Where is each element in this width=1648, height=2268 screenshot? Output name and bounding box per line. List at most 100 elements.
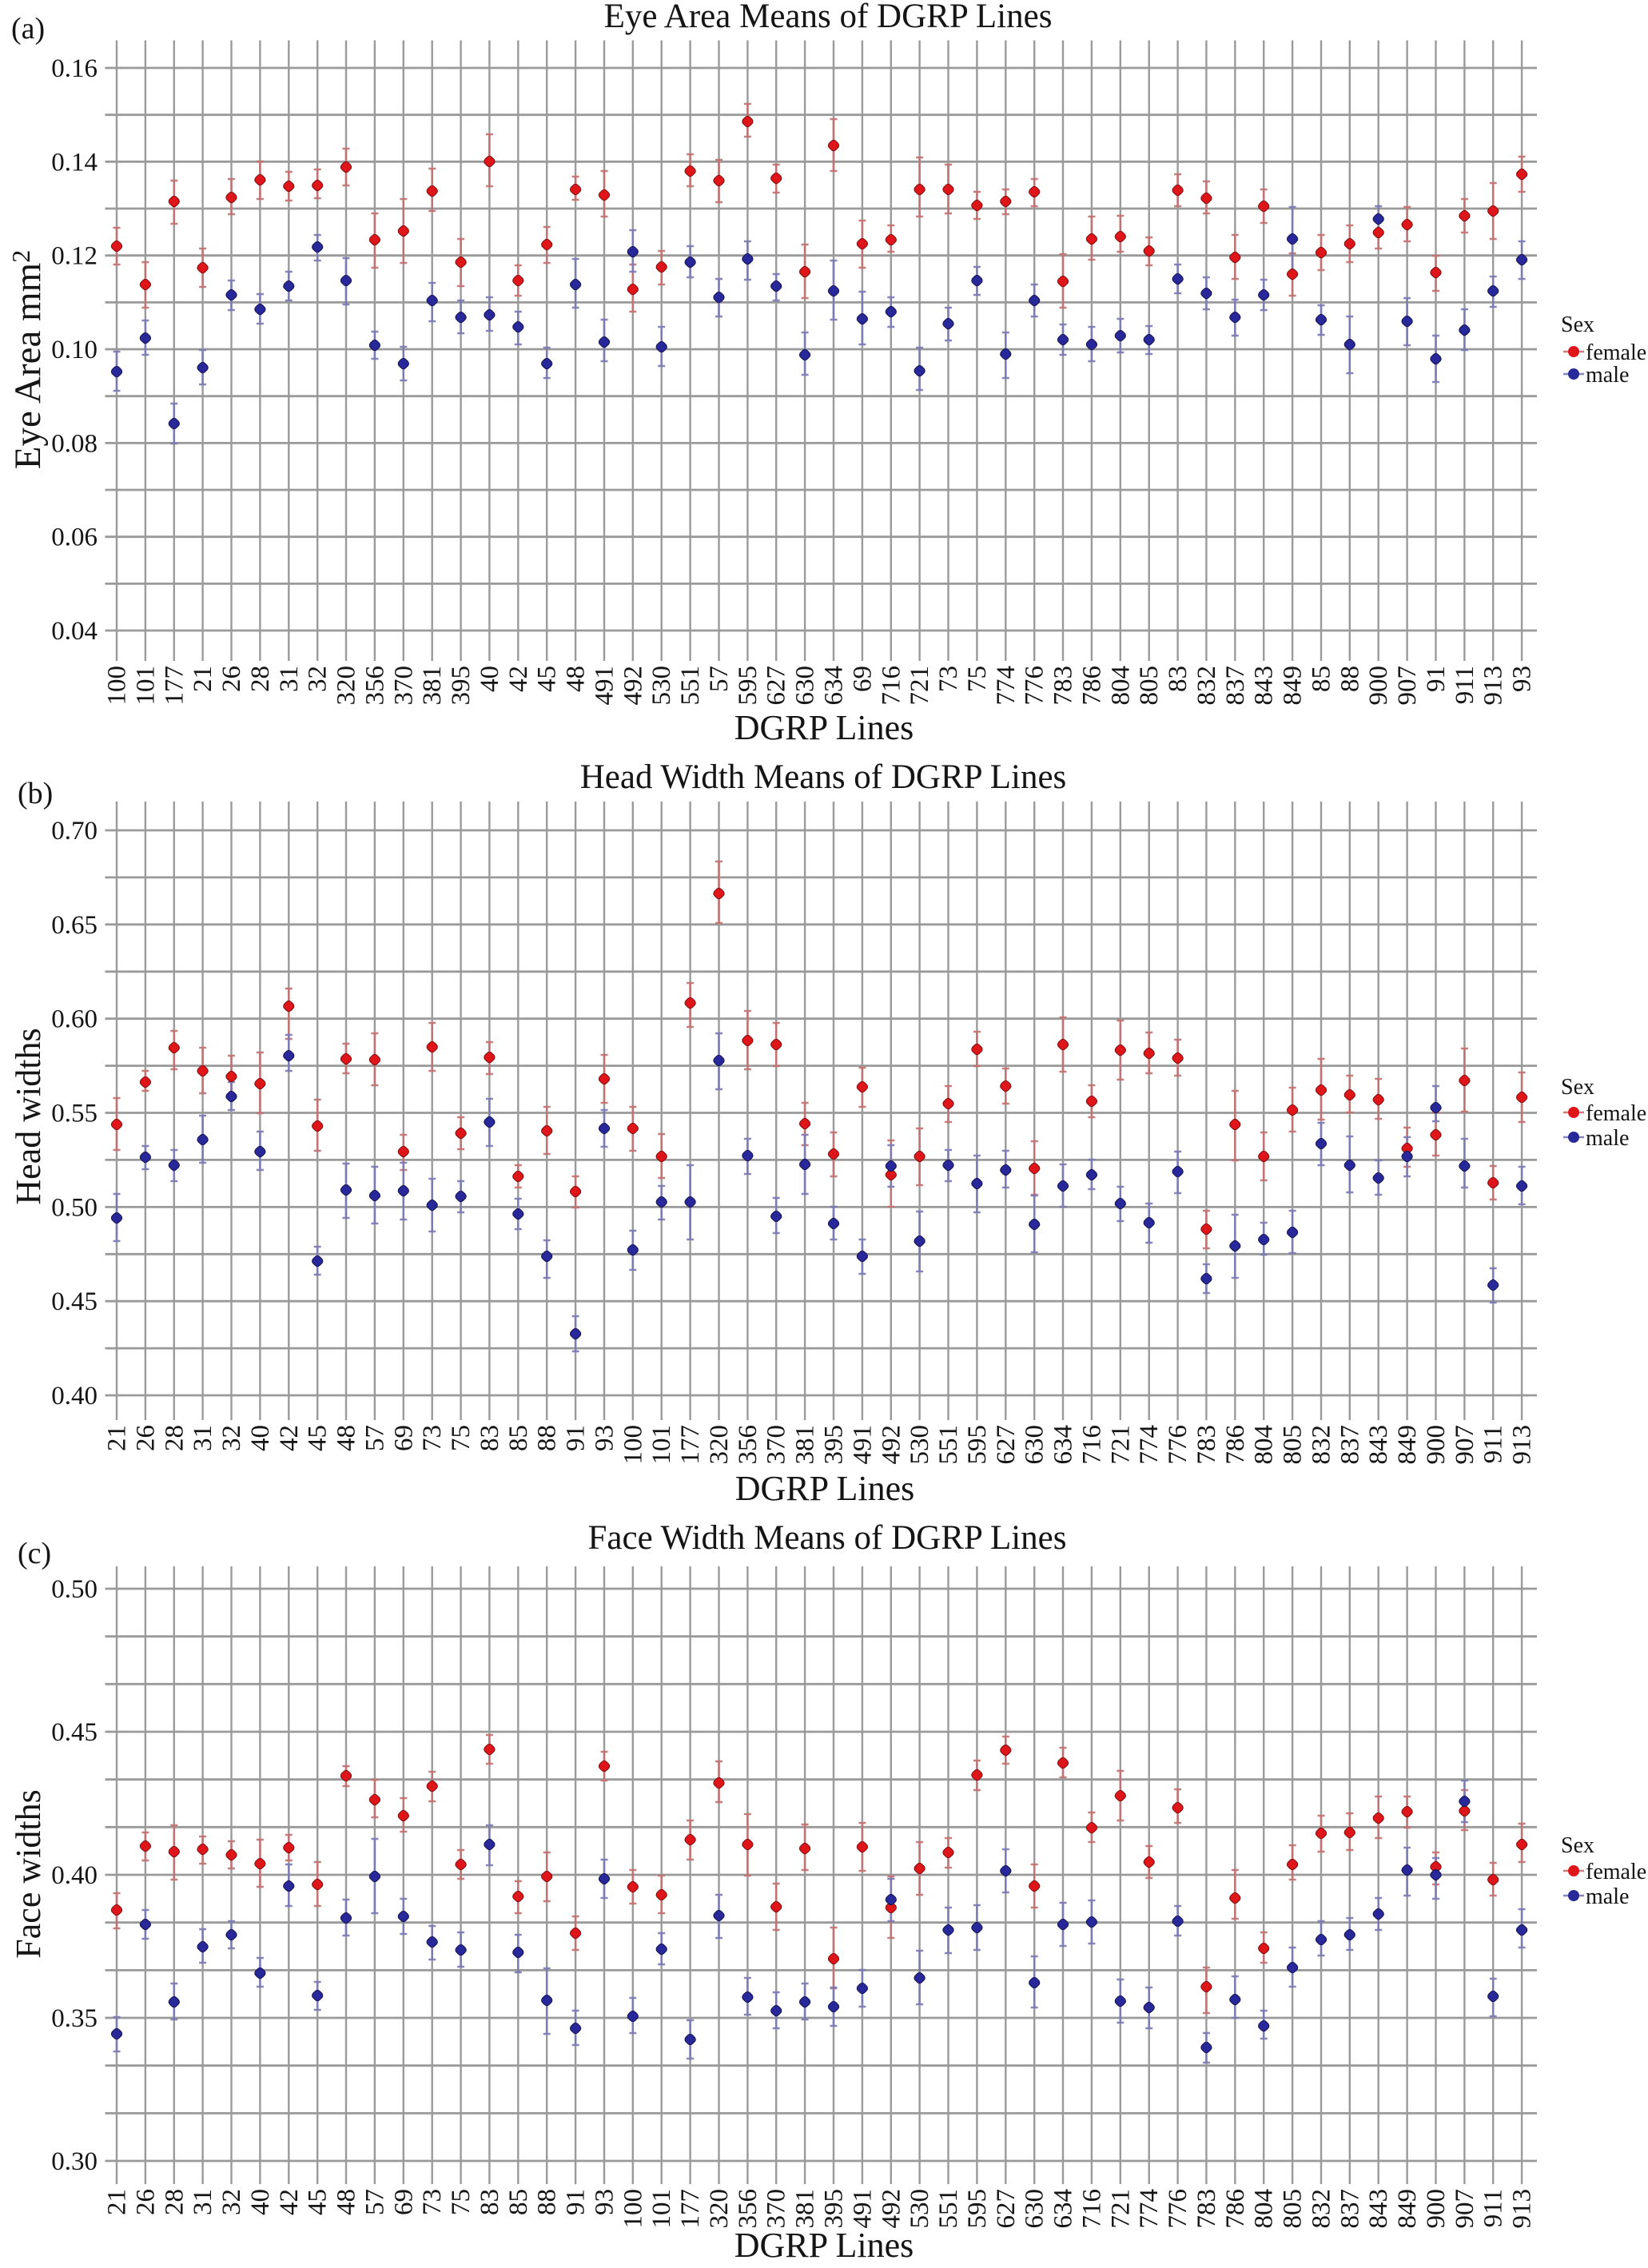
svg-text:42: 42: [275, 2189, 304, 2215]
svg-text:45: 45: [533, 666, 562, 692]
svg-text:26: 26: [217, 666, 246, 692]
svg-text:DGRP Lines: DGRP Lines: [734, 2226, 914, 2265]
svg-text:356: 356: [734, 2189, 762, 2229]
svg-text:85: 85: [504, 1425, 533, 1451]
svg-text:627: 627: [992, 1425, 1021, 1465]
svg-text:40: 40: [476, 666, 504, 692]
svg-text:Eye Area mm2: Eye Area mm2: [6, 250, 49, 469]
svg-text:627: 627: [992, 2189, 1021, 2229]
svg-text:0.04: 0.04: [51, 617, 98, 646]
svg-text:832: 832: [1308, 2189, 1336, 2229]
svg-text:0.12: 0.12: [51, 242, 98, 271]
svg-text:28: 28: [160, 2189, 189, 2215]
svg-text:57: 57: [705, 666, 734, 692]
svg-text:356: 356: [360, 666, 389, 706]
svg-text:805: 805: [1279, 1425, 1308, 1465]
svg-text:69: 69: [389, 2189, 418, 2215]
svg-text:716: 716: [1077, 1425, 1106, 1465]
svg-text:DGRP Lines: DGRP Lines: [735, 1469, 915, 1508]
svg-text:634: 634: [1049, 1425, 1078, 1465]
svg-text:911: 911: [1479, 1425, 1508, 1463]
svg-text:93: 93: [591, 2189, 619, 2215]
svg-text:31: 31: [275, 666, 304, 692]
svg-text:630: 630: [1021, 1425, 1049, 1465]
svg-text:(b): (b): [18, 777, 53, 810]
svg-text:843: 843: [1364, 2189, 1393, 2229]
svg-text:0.40: 0.40: [51, 1382, 98, 1411]
svg-text:716: 716: [1077, 2189, 1106, 2229]
svg-text:28: 28: [160, 1425, 189, 1451]
svg-text:381: 381: [791, 1425, 820, 1465]
svg-text:776: 776: [1021, 666, 1049, 706]
svg-text:551: 551: [676, 666, 705, 706]
svg-text:395: 395: [820, 2189, 849, 2229]
svg-text:Face Width Means of DGRP Lines: Face Width Means of DGRP Lines: [588, 1519, 1067, 1557]
svg-text:male: male: [1586, 1126, 1629, 1151]
svg-text:21: 21: [103, 1425, 132, 1451]
svg-text:DGRP Lines: DGRP Lines: [734, 708, 914, 747]
svg-text:634: 634: [820, 666, 849, 706]
svg-text:Eye Area Means of DGRP Lines: Eye Area Means of DGRP Lines: [604, 0, 1053, 35]
svg-text:0.65: 0.65: [51, 911, 98, 940]
svg-text:31: 31: [189, 1425, 217, 1451]
svg-text:721: 721: [1106, 1425, 1135, 1465]
svg-text:900: 900: [1422, 2189, 1451, 2229]
svg-text:31: 31: [189, 2189, 217, 2215]
svg-text:900: 900: [1422, 1425, 1451, 1465]
svg-text:73: 73: [934, 666, 963, 692]
svg-text:40: 40: [246, 2189, 275, 2215]
svg-text:female: female: [1586, 340, 1646, 365]
svg-text:491: 491: [848, 1425, 877, 1465]
svg-text:85: 85: [504, 2189, 533, 2215]
svg-text:Head Width Means of DGRP Lines: Head Width Means of DGRP Lines: [580, 758, 1067, 796]
svg-text:0.50: 0.50: [51, 1575, 98, 1604]
svg-text:530: 530: [906, 2189, 934, 2229]
svg-text:100: 100: [103, 666, 132, 706]
svg-text:48: 48: [332, 1425, 361, 1451]
svg-text:804: 804: [1106, 666, 1135, 706]
svg-text:73: 73: [418, 1425, 447, 1451]
svg-text:395: 395: [820, 1425, 849, 1465]
svg-text:28: 28: [246, 666, 275, 692]
svg-text:320: 320: [332, 666, 361, 706]
svg-text:69: 69: [848, 666, 877, 692]
svg-text:57: 57: [360, 2189, 389, 2215]
svg-text:177: 177: [676, 2189, 705, 2229]
svg-text:900: 900: [1364, 666, 1393, 706]
svg-text:32: 32: [217, 2189, 246, 2215]
svg-text:75: 75: [963, 666, 992, 692]
svg-text:907: 907: [1451, 1425, 1479, 1465]
svg-text:805: 805: [1135, 666, 1164, 706]
svg-text:0.35: 0.35: [51, 2004, 98, 2033]
svg-text:26: 26: [131, 2189, 160, 2215]
svg-text:492: 492: [619, 666, 647, 706]
svg-text:73: 73: [418, 2189, 447, 2215]
svg-text:530: 530: [647, 666, 676, 706]
svg-text:370: 370: [762, 1425, 791, 1465]
svg-text:551: 551: [934, 1425, 963, 1465]
svg-text:177: 177: [160, 666, 189, 706]
svg-text:837: 837: [1221, 666, 1250, 706]
svg-text:595: 595: [963, 1425, 992, 1465]
svg-text:381: 381: [791, 2189, 820, 2229]
svg-text:783: 783: [1192, 2189, 1221, 2229]
svg-text:(c): (c): [18, 1537, 51, 1570]
svg-text:0.45: 0.45: [51, 1287, 98, 1316]
svg-text:595: 595: [963, 2189, 992, 2229]
svg-text:21: 21: [103, 2189, 132, 2215]
svg-text:786: 786: [1077, 666, 1106, 706]
svg-text:0.16: 0.16: [51, 54, 98, 83]
svg-text:907: 907: [1393, 666, 1422, 706]
svg-text:0.10: 0.10: [51, 336, 98, 364]
svg-text:492: 492: [877, 1425, 906, 1465]
svg-text:91: 91: [562, 1425, 591, 1451]
svg-text:101: 101: [647, 1425, 676, 1465]
svg-text:57: 57: [360, 1425, 389, 1451]
svg-text:837: 837: [1336, 2189, 1364, 2229]
svg-text:786: 786: [1221, 1425, 1250, 1465]
svg-text:40: 40: [246, 1425, 275, 1451]
svg-text:Head widths: Head widths: [9, 1028, 48, 1204]
svg-text:783: 783: [1192, 1425, 1221, 1465]
svg-text:843: 843: [1250, 666, 1279, 706]
svg-text:0.40: 0.40: [51, 1861, 98, 1890]
